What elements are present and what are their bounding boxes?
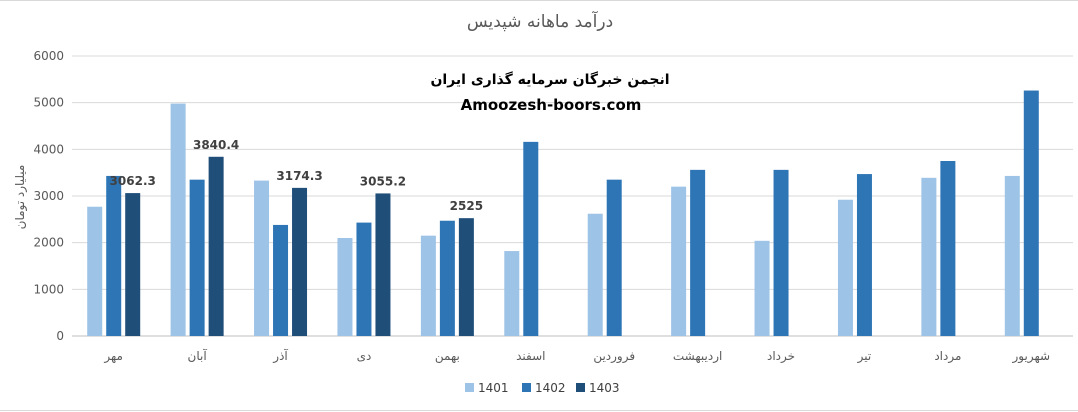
x-tick-label: دی — [357, 349, 372, 363]
x-tick-label: مهر — [103, 349, 123, 364]
y-tick-label: 0 — [56, 329, 64, 343]
y-tick-label: 2000 — [33, 236, 64, 250]
legend-label: 1401 — [478, 381, 509, 395]
bar-1402-مرداد — [940, 161, 956, 336]
x-tick-label: تیر — [857, 349, 872, 364]
y-tick-label: 5000 — [33, 96, 64, 110]
bar-1402-آبان — [189, 179, 205, 336]
bar-1401-آذر — [254, 180, 270, 336]
x-tick-label: خرداد — [767, 349, 795, 364]
bar-1401-اردیبهشت — [671, 186, 687, 336]
y-tick-label: 3000 — [33, 189, 64, 203]
bar-1401-مهر — [87, 206, 103, 336]
bar-1403-دی — [375, 193, 391, 336]
legend: 1401 1402 1403 — [465, 381, 620, 395]
y-axis-label: میلیارد تومان — [13, 165, 28, 230]
bar-1403-آبان — [208, 156, 224, 336]
x-tick-label: آبان — [188, 348, 208, 363]
x-tick-label: بهمن — [435, 349, 460, 364]
bar-1401-اسفند — [504, 251, 520, 336]
data-label: 3055.2 — [360, 174, 406, 188]
legend-label: 1403 — [589, 381, 620, 395]
bar-1401-تیر — [837, 199, 853, 336]
bar-1402-خرداد — [773, 169, 789, 336]
bar-1401-خرداد — [754, 240, 770, 336]
y-tick-label: 1000 — [33, 282, 64, 296]
legend-swatch-1403 — [576, 383, 585, 392]
x-axis-ticks: مهر آبان آذر دی بهمن اسفند فروردین اردیبهشت خردا… — [103, 348, 1050, 364]
legend-swatch-1401 — [465, 383, 474, 392]
y-tick-label: 4000 — [33, 142, 64, 156]
bar-1402-اردیبهشت — [690, 169, 706, 336]
x-tick-label: فروردین — [593, 349, 635, 364]
x-tick-label: اسفند — [516, 349, 545, 363]
chart-bottom-border — [0, 410, 1078, 411]
bar-1401-شهریور — [1004, 175, 1020, 336]
bar-1402-دی — [356, 222, 372, 336]
bars — [87, 90, 1039, 337]
bar-1401-بهمن — [420, 235, 436, 336]
bar-1402-تیر — [856, 174, 872, 336]
bar-1403-آذر — [292, 187, 308, 336]
x-tick-label: مرداد — [934, 349, 961, 364]
data-label: 3840.4 — [193, 138, 239, 152]
data-label: 3174.3 — [276, 169, 322, 183]
data-label: 3062.3 — [110, 174, 156, 188]
bar-1402-بهمن — [439, 220, 455, 336]
data-labels: 3062.3 3840.4 3174.3 3055.2 2525 — [110, 138, 484, 213]
chart-title: درآمد ماهانه شپدیس — [467, 10, 613, 32]
x-tick-label: شهریور — [1012, 349, 1051, 364]
bar-1403-مهر — [125, 193, 141, 336]
bar-1402-آذر — [273, 224, 289, 336]
y-axis-ticks: 0 1000 2000 3000 4000 5000 6000 — [33, 49, 64, 343]
bar-1402-فروردین — [606, 179, 622, 336]
bar-1401-آبان — [170, 103, 186, 336]
bar-1403-بهمن — [458, 218, 474, 336]
bar-1402-مهر — [106, 175, 122, 336]
chart-top-border — [0, 0, 1078, 1]
legend-label: 1402 — [535, 381, 566, 395]
bar-1402-شهریور — [1023, 90, 1039, 337]
gridlines — [72, 55, 1073, 337]
bar-1401-مرداد — [921, 177, 937, 336]
bar-1402-اسفند — [523, 141, 539, 336]
legend-swatch-1402 — [522, 383, 531, 392]
bar-1401-فروردین — [587, 213, 603, 336]
watermark-title: انجمن خبرگان سرمایه گذاری ایران — [430, 71, 669, 88]
data-label: 2525 — [450, 199, 483, 213]
bar-1401-دی — [337, 238, 353, 336]
x-tick-label: آذر — [272, 348, 288, 364]
x-tick-label: اردیبهشت — [673, 349, 722, 364]
y-tick-label: 6000 — [33, 49, 64, 63]
watermark-website: Amoozesh-boors.com — [461, 96, 642, 114]
